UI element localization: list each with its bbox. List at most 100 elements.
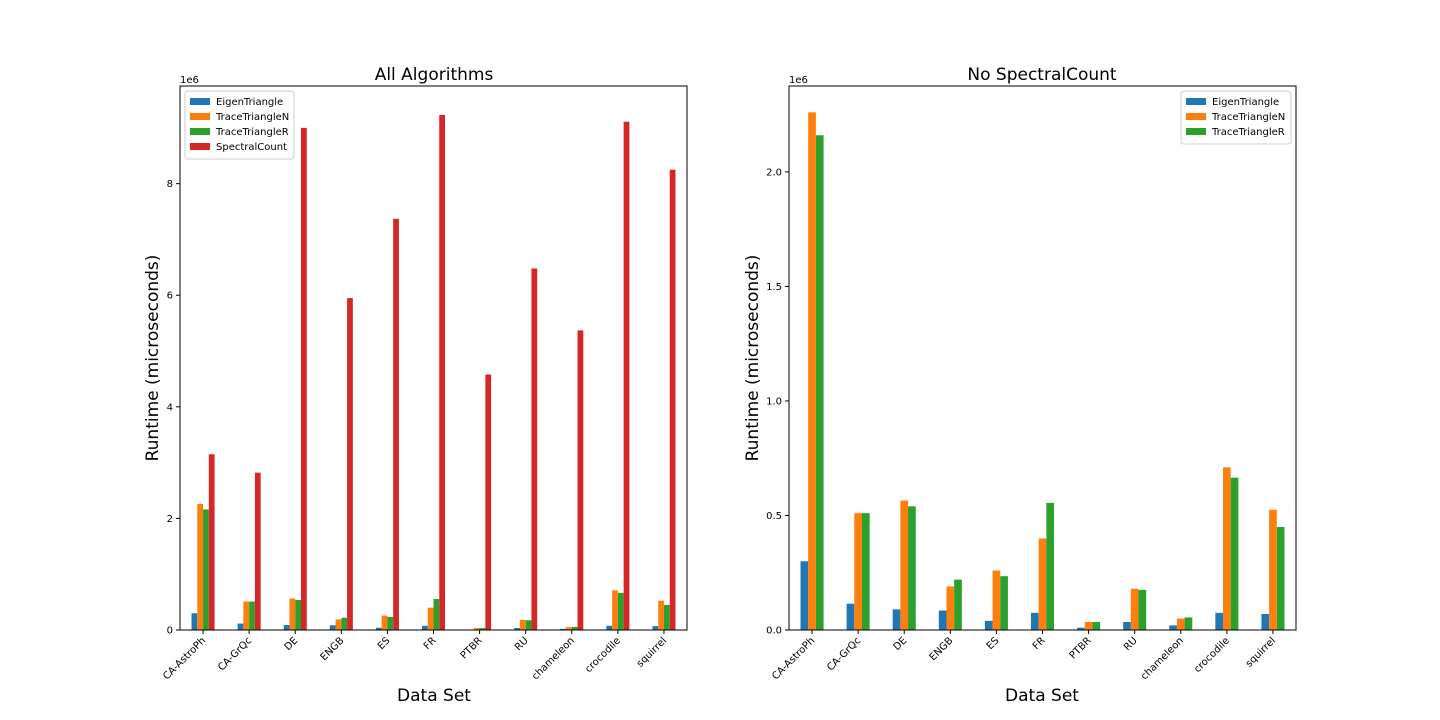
bar-eigentriangle-ca-grqc: [846, 603, 855, 630]
y-tick-label: 8: [167, 179, 173, 190]
legend: EigenTriangle TraceTriangleN TraceTriangle…: [1180, 90, 1292, 145]
bar-tracetriangler-engb: [954, 579, 962, 630]
bar-tracetrianglen-fr: [427, 607, 434, 630]
bar-tracetriangler-fr: [433, 599, 440, 630]
bar-tracetriangler-de: [908, 506, 916, 630]
bar-eigentriangle-chameleon: [560, 628, 567, 630]
plot-area: 0 2 4 6 8 CA-AstroPh CA-GrQc DE ENGB ES FR PTBR RU ch…: [161, 85, 688, 682]
legend-swatch-tracetrianglen: [1186, 113, 1206, 120]
y-tick-label: 0: [167, 626, 173, 637]
bar-spectralcount-ru: [531, 268, 538, 630]
y-tick-label: 4: [167, 402, 173, 413]
x-tick-label: squirrel: [635, 635, 669, 669]
bar-tracetrianglen-ru: [1130, 588, 1139, 630]
x-tick-label: CA-GrQc: [216, 635, 254, 673]
bar-eigentriangle-de: [892, 609, 901, 630]
legend-swatch-eigentriangle: [190, 98, 210, 105]
legend: EigenTriangle TraceTriangleN TraceTriangle…: [184, 90, 295, 160]
x-tick-label: RU: [1122, 635, 1140, 653]
bar-tracetrianglen-es: [992, 570, 1001, 630]
bar-spectralcount-crocodile: [623, 121, 630, 631]
legend-swatch-tracetriangler: [190, 128, 210, 135]
bar-tracetriangler-ca-grqc: [861, 513, 870, 630]
bar-tracetriangler-fr: [1046, 502, 1055, 630]
y-tick-label: 0.0: [766, 626, 782, 637]
legend-swatch-spectralcount: [190, 143, 210, 150]
y-tick-label: 2.0: [766, 167, 782, 178]
bar-tracetrianglen-crocodile: [1223, 467, 1231, 630]
legend-label-tracetriangler: TraceTriangleR: [215, 127, 289, 138]
bar-tracetriangler-crocodile: [617, 592, 624, 630]
bar-tracetriangler-de: [295, 599, 301, 630]
x-tick-label: PTBR: [459, 635, 485, 661]
x-tick-label: CA-AstroPh: [161, 635, 208, 682]
legend-label-tracetrianglen: TraceTriangleN: [215, 112, 289, 123]
bar-spectralcount-fr: [439, 115, 446, 630]
bar-tracetriangler-chameleon: [571, 626, 578, 630]
legend-swatch-eigentriangle: [1186, 98, 1206, 105]
x-tick-label: FR: [422, 635, 439, 652]
legend-label-spectralcount: SpectralCount: [216, 142, 287, 153]
bar-tracetriangler-ru: [1138, 589, 1147, 630]
x-tick-label: DE: [892, 635, 910, 653]
x-tick-label: crocodile: [583, 635, 623, 675]
x-tick-label: CA-AstroPh: [770, 635, 817, 682]
bar-eigentriangle-ptbr: [1077, 627, 1085, 630]
bar-tracetrianglen-chameleon: [566, 627, 572, 630]
bar-spectralcount-engb: [347, 298, 353, 630]
bar-tracetrianglen-engb: [335, 619, 342, 630]
bar-tracetriangler-squirrel: [663, 604, 670, 630]
x-tick-label: FR: [1031, 635, 1048, 652]
bar-tracetrianglen-squirrel: [658, 600, 664, 630]
x-tick-label: crocodile: [1192, 635, 1232, 675]
bar-eigentriangle-fr: [1030, 612, 1039, 630]
bar-eigentriangle-ca-astroph: [800, 561, 809, 630]
bar-eigentriangle-fr: [421, 625, 428, 630]
bar-eigentriangle-ca-astroph: [191, 613, 198, 630]
x-tick-label: squirrel: [1244, 635, 1278, 669]
bar-tracetrianglen-ca-astroph: [808, 112, 816, 631]
bar-spectralcount-ca-astroph: [208, 454, 215, 630]
y-tick-label: 6: [167, 291, 173, 302]
y-axis-label: Runtime (microseconds): [743, 255, 763, 462]
bar-tracetrianglen-ca-grqc: [854, 513, 862, 630]
bar-spectralcount-ca-grqc: [254, 472, 261, 630]
bar-eigentriangle-de: [283, 624, 290, 630]
bar-eigentriangle-engb: [329, 625, 336, 630]
bar-tracetriangler-squirrel: [1276, 526, 1285, 630]
bar-eigentriangle-ca-grqc: [237, 623, 244, 630]
bar-tracetrianglen-ptbr: [1084, 621, 1093, 630]
bar-eigentriangle-crocodile: [1215, 612, 1224, 630]
y-tick-label: 1.5: [766, 282, 782, 293]
legend-label-eigentriangle: EigenTriangle: [216, 97, 283, 108]
panel-no-spectralcount: No SpectralCount 1e6 0.0 0.5 1.0 1.5 2.0 CA-A…: [743, 65, 1297, 706]
x-tick-label: ES: [985, 635, 1002, 652]
bar-spectralcount-es: [393, 218, 399, 631]
legend-label-eigentriangle: EigenTriangle: [1212, 97, 1279, 108]
bar-eigentriangle-es: [375, 627, 382, 630]
bar-spectralcount-chameleon: [577, 330, 584, 630]
bar-spectralcount-squirrel: [669, 169, 676, 630]
bar-tracetrianglen-squirrel: [1269, 509, 1277, 630]
bar-tracetrianglen-ptbr: [473, 628, 480, 630]
x-axis-label: Data Set: [397, 686, 471, 706]
x-tick-label: ES: [376, 635, 393, 652]
y-axis-label: Runtime (microseconds): [143, 255, 163, 462]
bar-tracetrianglen-engb: [946, 586, 955, 630]
bar-tracetrianglen-crocodile: [612, 590, 618, 630]
bar-tracetrianglen-de: [900, 500, 909, 630]
bar-tracetriangler-ca-grqc: [249, 601, 255, 630]
legend-label-tracetrianglen: TraceTriangleN: [1211, 112, 1285, 123]
x-tick-label: chameleon: [530, 635, 577, 682]
bar-tracetriangler-chameleon: [1184, 617, 1193, 630]
bar-eigentriangle-es: [984, 620, 993, 630]
legend-frame: [184, 90, 295, 160]
bar-tracetrianglen-fr: [1038, 538, 1047, 630]
y-tick-label: 2: [167, 514, 173, 525]
bar-tracetrianglen-de: [289, 598, 296, 630]
x-tick-label: ENGB: [928, 635, 956, 663]
bar-tracetriangler-ca-astroph: [203, 509, 209, 630]
bar-tracetriangler-ptbr: [1092, 621, 1101, 630]
bar-eigentriangle-crocodile: [606, 625, 613, 630]
